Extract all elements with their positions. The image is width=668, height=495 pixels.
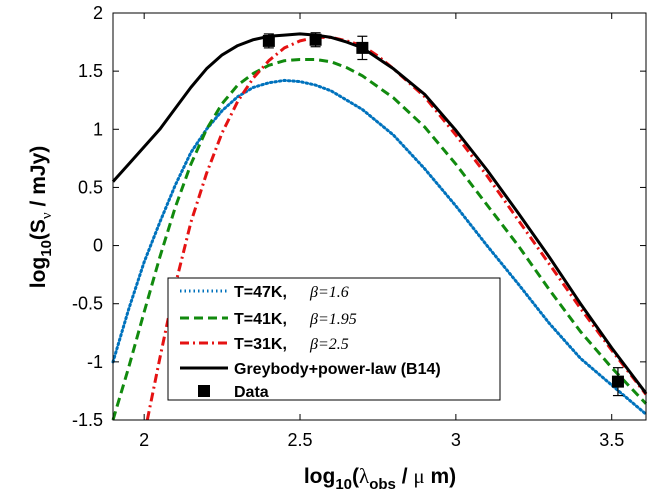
y-tick-label: -1.5 — [72, 410, 103, 430]
legend-label-t31: T=31K, — [234, 336, 287, 353]
x-axis-label-sub1: 10 — [335, 476, 352, 493]
y-axis-label-log: log — [27, 257, 50, 289]
series-line-3 — [111, 32, 648, 395]
x-axis-label-sub2: obs — [369, 476, 396, 493]
series-line-2 — [145, 35, 648, 421]
y-axis-label-nu: ν — [39, 212, 55, 219]
y-axis-label-paren: (S — [27, 219, 50, 240]
legend-entry-greybody: Greybody+power-law (B14) — [180, 361, 441, 378]
series-line-1 — [111, 58, 648, 421]
x-tick-label: 3 — [451, 430, 461, 450]
tick-layer: 2 2.5 3 3.5 -1.5 -1 -0.5 0 0.5 1 1.5 2 — [72, 3, 646, 450]
data-marker — [356, 41, 369, 54]
legend-label-t41: T=41K, — [234, 311, 287, 328]
data-point — [309, 32, 322, 48]
x-axis-label-lambda: λ — [359, 464, 370, 488]
data-point — [262, 33, 275, 49]
x-axis-label-log: log — [304, 465, 336, 488]
data-point — [611, 367, 624, 397]
x-axis-label-mu: μ — [413, 464, 424, 488]
legend-beta-t47: β=1.6 — [309, 284, 349, 301]
data-points-layer — [262, 32, 624, 397]
legend: T=47K, β=1.6 T=41K, β=1.95 T=31K, β=2.5 … — [167, 277, 501, 401]
y-axis-label-sub1: 10 — [38, 240, 55, 257]
legend-marker-data — [198, 385, 210, 397]
y-tick-label: 1 — [93, 119, 103, 139]
x-tick-label: 2 — [139, 430, 149, 450]
y-tick-label: 0.5 — [78, 177, 103, 197]
y-axis-label: log10(Sν / mJy) — [27, 146, 55, 289]
legend-entry-t31: T=31K, β=2.5 — [180, 336, 349, 353]
legend-beta-t41: β=1.95 — [309, 311, 357, 328]
data-marker — [309, 33, 322, 46]
series-layer — [111, 32, 648, 421]
y-tick-label: 1.5 — [78, 61, 103, 81]
legend-entry-t47: T=47K, β=1.6 — [180, 284, 349, 301]
x-axis-label-paren: ( — [352, 465, 359, 488]
legend-entry-data: Data — [198, 384, 269, 401]
y-axis-label-unit: / mJy) — [27, 146, 50, 213]
x-tick-label: 3.5 — [599, 430, 624, 450]
x-axis-label: log10(λobs / μ m) — [304, 464, 456, 493]
legend-beta-t31: β=2.5 — [309, 336, 349, 353]
legend-label-data: Data — [234, 384, 269, 401]
legend-box — [167, 277, 501, 401]
axes-box — [112, 12, 647, 421]
legend-entry-t41: T=41K, β=1.95 — [180, 311, 357, 328]
x-axis-label-slash: / — [396, 465, 414, 488]
x-axis-label-unit: m) — [425, 465, 457, 488]
x-tick-label: 2.5 — [288, 430, 313, 450]
y-tick-label: -0.5 — [72, 294, 103, 314]
legend-label-t47: T=47K, — [234, 284, 287, 301]
legend-label-greybody: Greybody+power-law (B14) — [234, 361, 441, 378]
series-line-0 — [111, 78, 648, 416]
data-marker — [611, 375, 624, 388]
data-point — [356, 35, 369, 61]
y-tick-label: -1 — [87, 352, 103, 372]
y-tick-label: 0 — [93, 236, 103, 256]
y-tick-label: 2 — [93, 3, 103, 23]
data-marker — [262, 34, 275, 47]
